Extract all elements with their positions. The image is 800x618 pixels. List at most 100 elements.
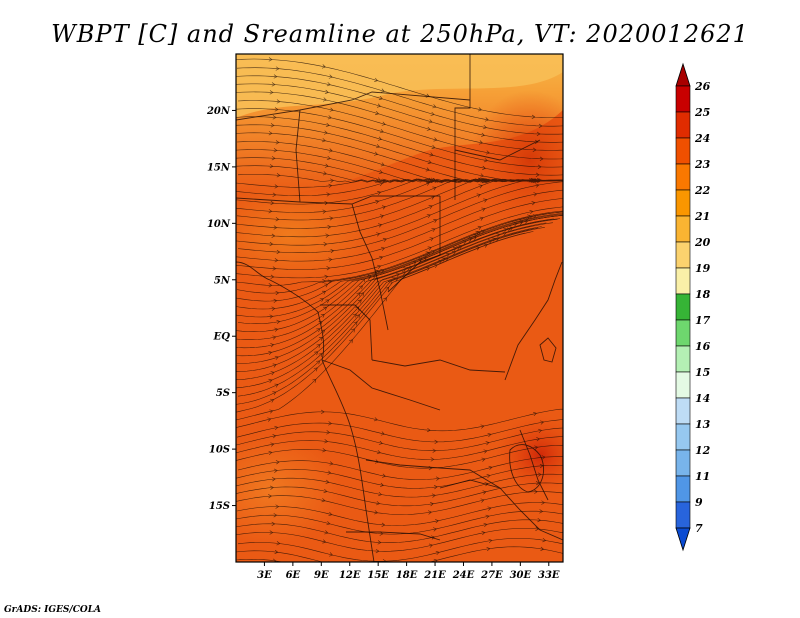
streamline-arrow xyxy=(276,319,281,325)
x-tick-label-30E: 30E xyxy=(510,570,532,581)
boundary-line xyxy=(365,459,501,489)
streamline-arrow xyxy=(428,119,433,124)
streamline-arrow xyxy=(387,279,392,284)
streamline-arrow xyxy=(376,450,381,455)
streamline-arrow xyxy=(313,367,318,372)
streamline-arrow xyxy=(272,335,277,340)
streamline-arrow xyxy=(477,225,482,230)
streamline-arrow xyxy=(274,184,279,189)
streamline xyxy=(236,436,563,460)
streamline-arrow xyxy=(480,498,485,503)
streamline-arrow xyxy=(312,378,317,383)
streamline-arrow xyxy=(488,465,493,470)
streamline-arrow xyxy=(539,156,544,161)
streamline xyxy=(236,206,563,279)
streamline-arrow xyxy=(428,543,433,548)
colorbar-bottom-arrow xyxy=(675,527,691,552)
y-axis: 20N 15N 10N 5N EQ 5S 10S 15S xyxy=(206,106,236,512)
streamline-arrow xyxy=(427,510,432,515)
streamline-arrow xyxy=(435,476,440,481)
streamline-arrow xyxy=(356,292,361,297)
streamline-arrow xyxy=(322,539,327,544)
streamline-arrow xyxy=(271,306,276,311)
streamline-arrow xyxy=(275,504,280,509)
streamline-arrow xyxy=(380,246,386,251)
colorbar-label-22: 22 xyxy=(694,184,711,197)
boundary-line xyxy=(295,109,301,203)
streamline-arrow xyxy=(316,328,321,333)
streamline-arrow xyxy=(432,448,437,453)
streamline xyxy=(236,211,563,302)
streamline-arrow xyxy=(536,131,541,137)
streamline-arrow xyxy=(434,439,439,445)
streamline-arrow xyxy=(322,171,327,176)
boundary-line xyxy=(519,429,549,501)
colorbar-segment xyxy=(675,319,691,347)
streamline-arrow xyxy=(357,299,362,304)
streamline-arrow xyxy=(327,224,332,230)
streamline-arrow xyxy=(322,97,327,102)
streamline-arrow xyxy=(479,216,484,221)
streamline-arrow xyxy=(494,237,499,242)
streamline-arrow xyxy=(428,466,433,471)
colorbar-label-21: 21 xyxy=(694,210,710,223)
streamline-arrow xyxy=(330,248,335,254)
streamline-arrow xyxy=(480,424,485,429)
temperature-hot-northeast xyxy=(470,90,563,230)
boundary-line xyxy=(320,304,373,361)
streamline-arrow xyxy=(276,541,281,546)
streamline-arrow xyxy=(431,535,436,540)
streamline-arrow xyxy=(534,139,539,145)
colorbar-segment xyxy=(675,501,691,529)
streamline-arrow xyxy=(272,558,277,562)
streamline-arrow xyxy=(378,440,383,445)
streamline-arrow xyxy=(509,226,514,231)
boundary-line xyxy=(454,54,471,200)
streamline-arrow xyxy=(326,521,331,526)
streamline-arrow xyxy=(378,96,383,101)
streamline-arrow xyxy=(427,246,432,251)
streamline-arrow xyxy=(349,339,353,344)
streamline-arrow xyxy=(322,279,327,284)
streamline-arrow xyxy=(326,155,331,161)
streamline-arrow xyxy=(272,391,277,396)
streamline-arrow xyxy=(274,355,279,360)
x-tick-label-3E: 3E xyxy=(257,570,272,581)
streamline-arrow xyxy=(537,517,542,523)
streamline-arrow xyxy=(378,223,383,228)
streamline-arrow xyxy=(272,266,277,271)
streamline-arrow xyxy=(276,99,281,104)
streamline-arrow xyxy=(539,463,544,469)
streamline-arrow xyxy=(533,178,538,183)
colorbar-segment xyxy=(675,293,691,321)
streamline-arrow xyxy=(452,246,457,251)
streamline-arrow xyxy=(385,286,390,291)
streamline xyxy=(236,226,542,389)
streamline-arrow xyxy=(326,430,331,435)
streamline xyxy=(236,178,563,205)
streamline-arrow xyxy=(328,74,333,79)
colorbar-segment xyxy=(675,449,691,477)
streamline xyxy=(236,491,563,515)
streamline-arrow xyxy=(326,192,331,197)
temperature-warm-southwest xyxy=(236,435,340,545)
streamline-arrow xyxy=(430,457,435,462)
streamline-arrow xyxy=(329,216,334,221)
streamline-arrow xyxy=(536,178,541,183)
streamline-arrow xyxy=(271,521,276,526)
streamline-arrow xyxy=(269,241,274,247)
streamline-arrow xyxy=(401,271,406,276)
streamline-arrow xyxy=(358,285,363,290)
streamline-arrow xyxy=(433,485,438,490)
x-tick-label-21E: 21E xyxy=(423,570,446,581)
streamline-arrow xyxy=(381,522,386,527)
streamline xyxy=(236,179,563,229)
streamline-arrow xyxy=(482,165,487,170)
streamline-arrow xyxy=(275,140,280,145)
streamline-arrow xyxy=(378,169,383,174)
streamline-arrow xyxy=(325,479,330,484)
streamline-arrow xyxy=(429,501,434,507)
streamline xyxy=(236,465,563,489)
streamline-arrow xyxy=(533,489,538,494)
